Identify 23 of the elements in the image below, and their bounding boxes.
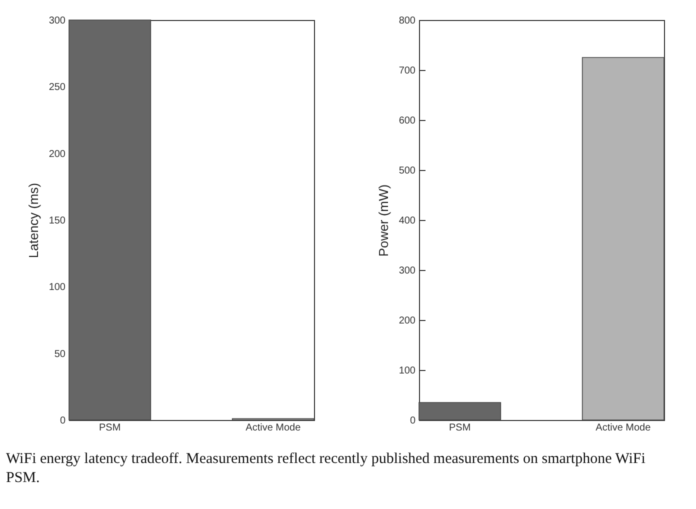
- y-tick-label: 500: [398, 166, 416, 176]
- y-tick-label: 100: [48, 282, 66, 294]
- x-tick-label: PSM: [448, 422, 471, 434]
- x-tick-label: Active Mode: [596, 422, 652, 434]
- x-tick-label: Active Mode: [246, 422, 302, 434]
- y-tick-label: 700: [398, 66, 416, 76]
- y-axis-title: Latency (ms): [26, 182, 41, 258]
- y-tick-label: 250: [48, 82, 66, 94]
- y-tick-label: 600: [398, 116, 416, 126]
- y-tick-label: 0: [410, 416, 416, 426]
- y-tick-label: 300: [398, 266, 416, 276]
- y-tick-label: 100: [398, 366, 416, 376]
- y-tick-label: 300: [48, 16, 66, 26]
- y-tick-label: 0: [60, 416, 66, 426]
- y-tick-label: 200: [398, 316, 416, 326]
- y-tick-label: 50: [54, 348, 66, 360]
- y-tick-label: 400: [398, 216, 416, 226]
- y-tick-label: 200: [48, 148, 66, 160]
- y-tick-label: 150: [48, 216, 66, 226]
- x-tick-label: PSM: [98, 422, 121, 434]
- y-axis-title: Power (mW): [376, 184, 391, 257]
- y-tick-label: 800: [398, 16, 416, 26]
- text: WiFi energy latency tradeoff. Measurements reflect recently published measurements on smartphone WiFi PSM.: [6, 450, 646, 488]
